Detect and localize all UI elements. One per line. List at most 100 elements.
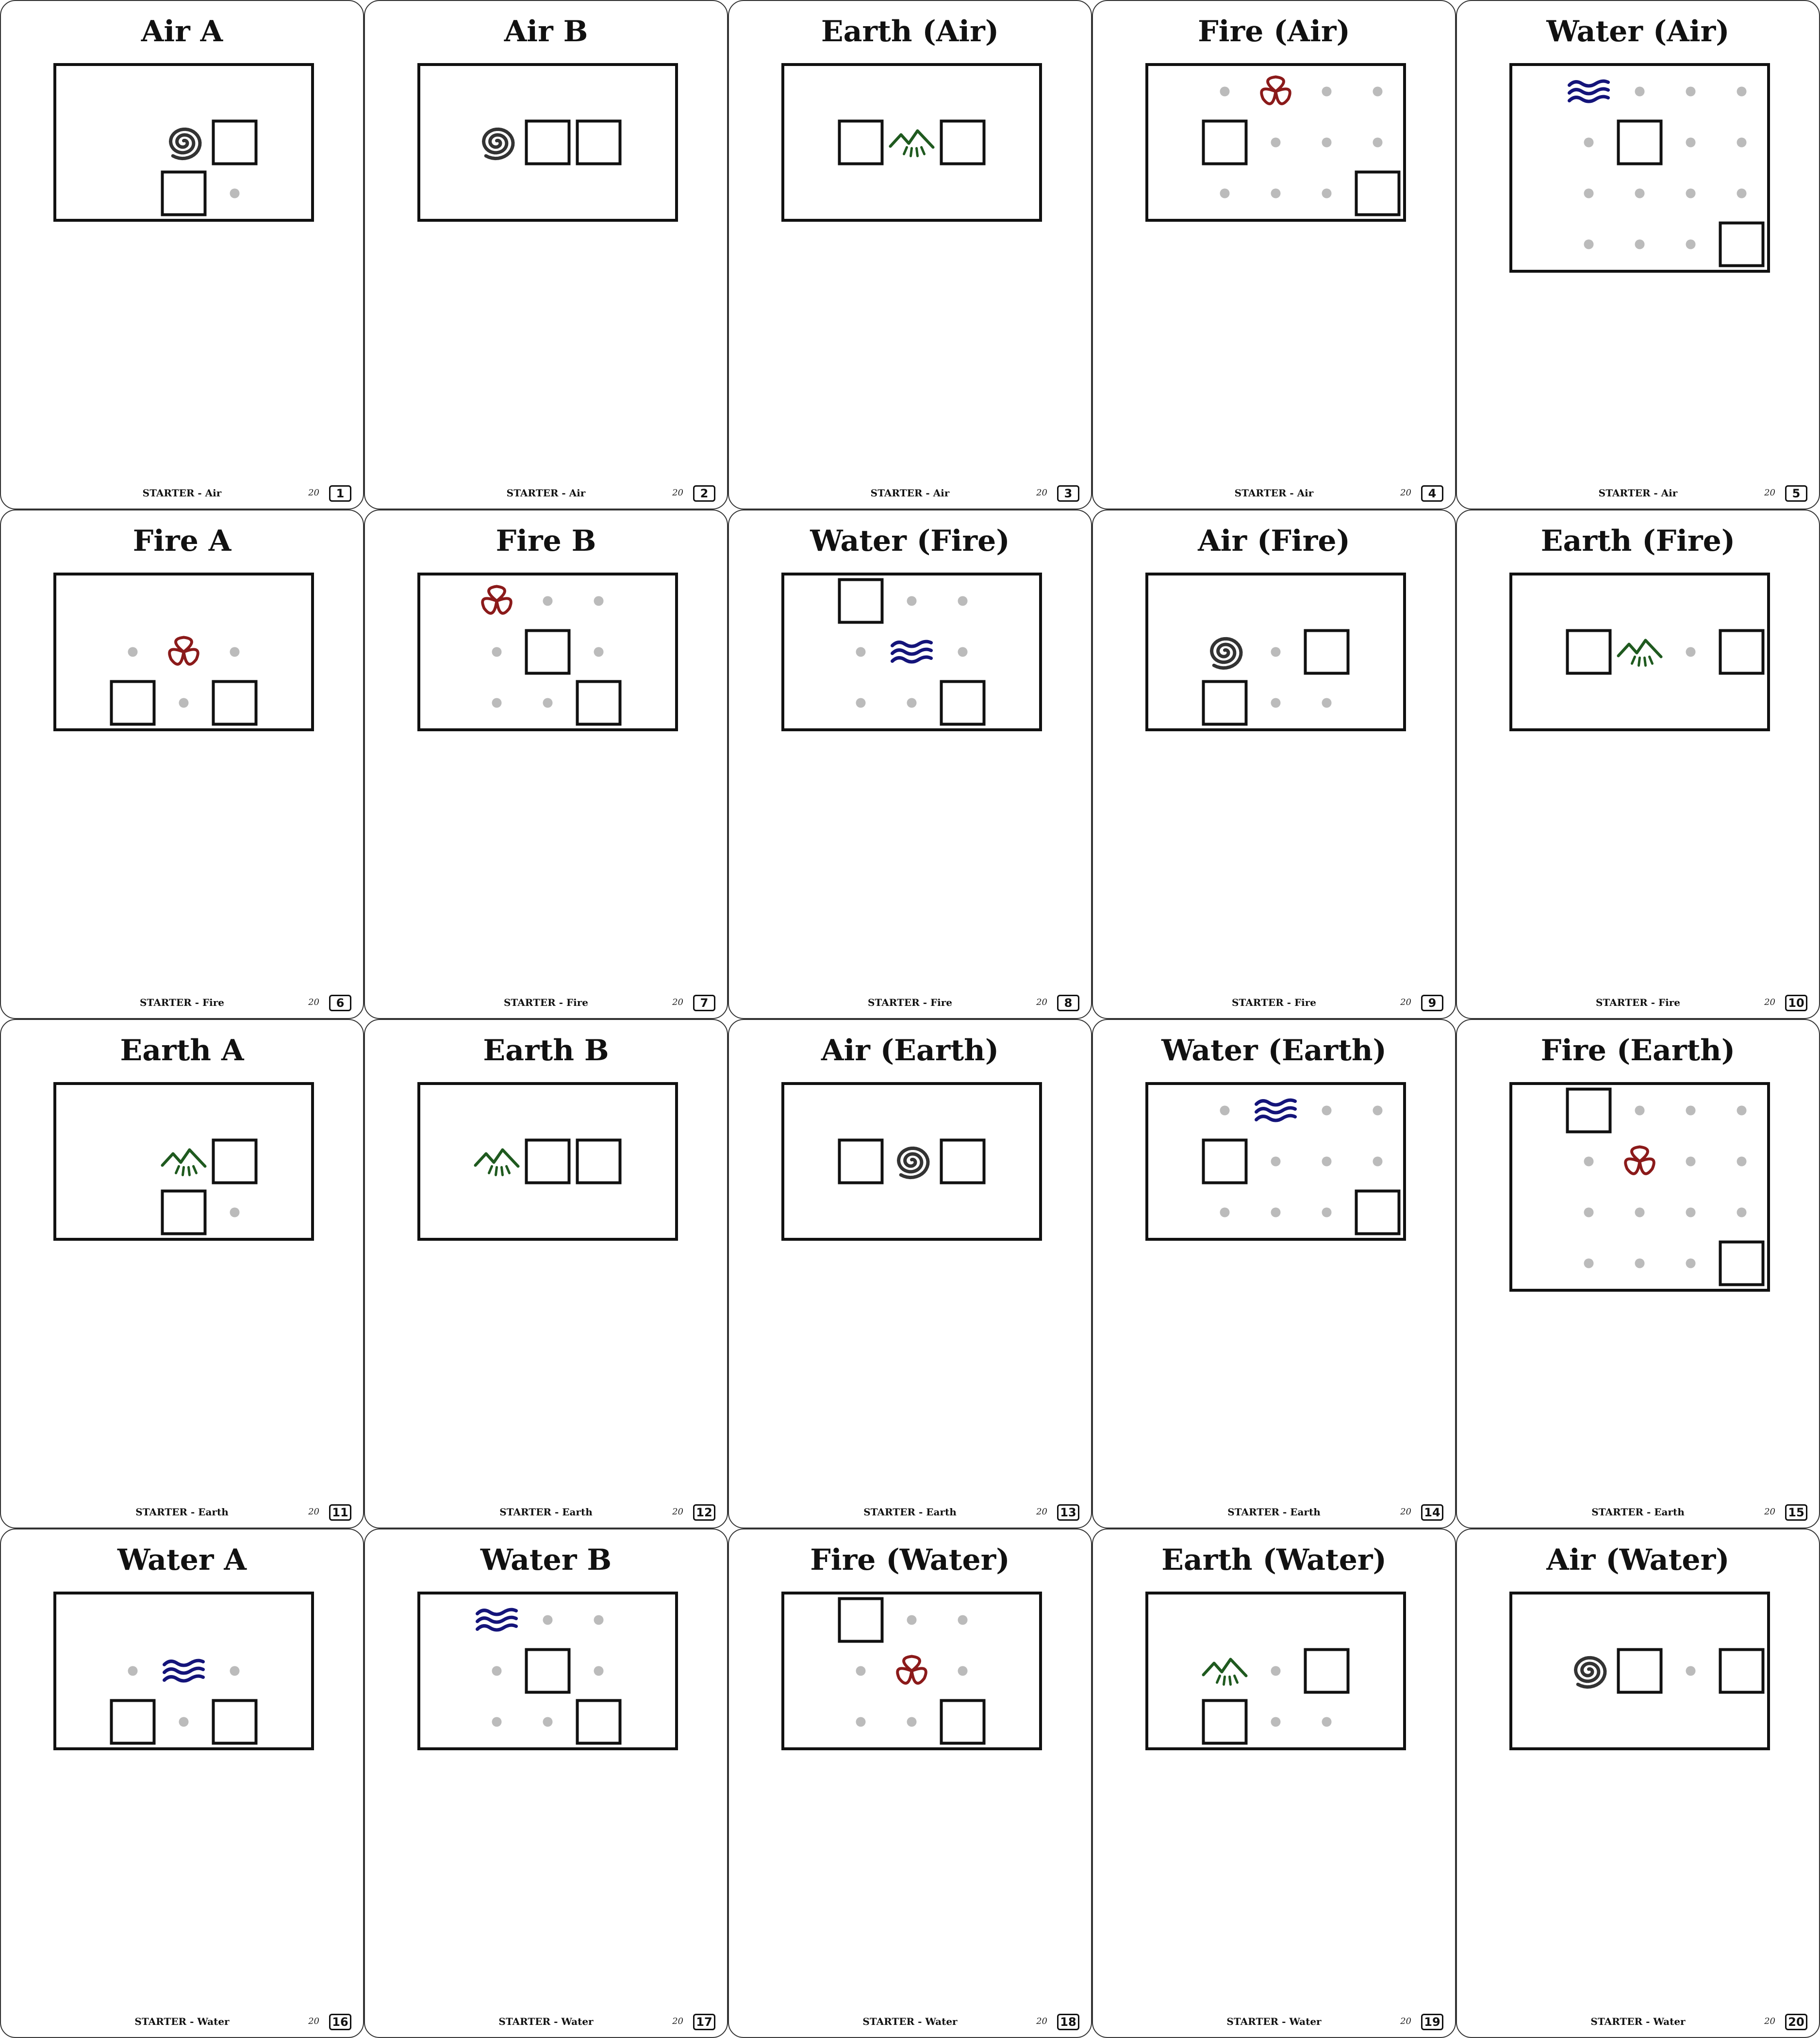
empty-dot: [230, 647, 240, 657]
empty-dot: [1686, 188, 1696, 198]
empty-dot: [1220, 1207, 1230, 1217]
pattern-board: [417, 573, 678, 731]
card-category: STARTER - Air: [1598, 487, 1678, 499]
card-12[interactable]: Earth B STARTER - Earth 20 12: [364, 1019, 728, 1528]
pattern-board: [781, 63, 1042, 222]
empty-dot: [1686, 1258, 1696, 1268]
empty-dot: [958, 596, 968, 606]
empty-dot: [1635, 188, 1645, 198]
empty-dot: [1686, 647, 1696, 657]
placement-square: [1566, 629, 1612, 675]
placement-square: [1355, 170, 1401, 216]
placement-square: [525, 1138, 571, 1184]
card-1[interactable]: Air A STARTER - Air 20 1: [0, 0, 364, 510]
card-total: 20: [1036, 997, 1047, 1007]
empty-dot: [1737, 137, 1747, 148]
card-13[interactable]: Air (Earth) STARTER - Earth 20 13: [728, 1019, 1092, 1528]
card-title: Air (Earth): [821, 1034, 999, 1068]
card-title: Earth (Water): [1161, 1543, 1387, 1577]
placement-square: [1202, 119, 1248, 165]
water-icon: [476, 1608, 518, 1632]
card-10[interactable]: Earth (Fire) STARTER - Fire 20 10: [1456, 510, 1820, 1019]
empty-dot: [1322, 188, 1332, 198]
card-6[interactable]: Fire A STARTER - Fire 20 6: [0, 510, 364, 1019]
card-category: STARTER - Earth: [863, 1506, 957, 1518]
placement-square: [940, 680, 986, 726]
empty-dot: [1271, 698, 1281, 708]
card-title: Water (Air): [1546, 15, 1730, 49]
placement-square: [838, 1138, 884, 1184]
card-total: 20: [1764, 997, 1775, 1007]
empty-dot: [1271, 1156, 1281, 1167]
placement-square: [161, 1189, 207, 1235]
empty-dot: [1584, 188, 1594, 198]
empty-dot: [1322, 1717, 1332, 1727]
empty-dot: [128, 1666, 138, 1676]
card-total: 20: [1400, 1507, 1411, 1517]
card-number-badge: 4: [1421, 485, 1443, 502]
card-5[interactable]: Water (Air) STARTER - Air 20 5: [1456, 0, 1820, 510]
placement-square: [212, 119, 258, 165]
fire-icon: [1624, 1145, 1655, 1175]
card-number-badge: 16: [329, 2014, 351, 2030]
card-category: STARTER - Earth: [499, 1506, 593, 1518]
pattern-board: [781, 1082, 1042, 1241]
empty-dot: [1737, 1156, 1747, 1167]
placement-square: [576, 119, 622, 165]
placement-square: [1355, 1189, 1401, 1235]
empty-dot: [1686, 1156, 1696, 1167]
card-14[interactable]: Water (Earth) STARTER - Earth 20 14: [1092, 1019, 1456, 1528]
empty-dot: [1271, 137, 1281, 148]
card-total: 20: [1764, 1507, 1775, 1517]
card-number-badge: 18: [1057, 2014, 1079, 2030]
pattern-board: [781, 573, 1042, 731]
card-category: STARTER - Fire: [1595, 997, 1681, 1008]
empty-dot: [492, 1717, 502, 1727]
water-icon: [1255, 1098, 1297, 1122]
card-title: Air (Water): [1546, 1543, 1730, 1577]
card-7[interactable]: Fire B STARTER - Fire 20 7: [364, 510, 728, 1019]
card-category: STARTER - Earth: [1227, 1506, 1321, 1518]
placement-square: [1719, 221, 1765, 267]
card-total: 20: [672, 997, 683, 1007]
card-number-badge: 13: [1057, 1504, 1079, 1521]
placement-square: [838, 578, 884, 624]
card-3[interactable]: Earth (Air) STARTER - Air 20 3: [728, 0, 1092, 510]
empty-dot: [856, 1666, 866, 1676]
card-11[interactable]: Earth A STARTER - Earth 20 11: [0, 1019, 364, 1528]
card-19[interactable]: Earth (Water) STARTER - Water 20 19: [1092, 1528, 1456, 2038]
placement-square: [940, 1138, 986, 1184]
card-title: Earth (Fire): [1540, 524, 1736, 558]
empty-dot: [492, 647, 502, 657]
card-category: STARTER - Water: [1226, 2016, 1322, 2027]
card-number-badge: 17: [693, 2014, 715, 2030]
card-18[interactable]: Fire (Water) STARTER - Water 20 18: [728, 1528, 1092, 2038]
empty-dot: [1584, 239, 1594, 249]
card-total: 20: [1764, 2016, 1775, 2026]
card-9[interactable]: Air (Fire) STARTER - Fire 20 9: [1092, 510, 1456, 1019]
card-17[interactable]: Water B STARTER - Water 20 17: [364, 1528, 728, 2038]
card-15[interactable]: Fire (Earth) STARTER - Earth 20 15: [1456, 1019, 1820, 1528]
placement-square: [940, 1699, 986, 1745]
card-20[interactable]: Air (Water) STARTER - Water 20 20: [1456, 1528, 1820, 2038]
empty-dot: [179, 698, 189, 708]
empty-dot: [230, 1666, 240, 1676]
card-8[interactable]: Water (Fire) STARTER - Fire 20 8: [728, 510, 1092, 1019]
card-number-badge: 7: [693, 995, 715, 1011]
card-title: Fire A: [132, 524, 232, 558]
card-category: STARTER - Fire: [503, 997, 589, 1008]
air-icon: [168, 127, 202, 161]
empty-dot: [1271, 647, 1281, 657]
empty-dot: [1686, 239, 1696, 249]
empty-dot: [1635, 239, 1645, 249]
empty-dot: [543, 1615, 553, 1625]
empty-dot: [907, 596, 917, 606]
card-2[interactable]: Air B STARTER - Air 20 2: [364, 0, 728, 510]
empty-dot: [1635, 1105, 1645, 1116]
pattern-board: [53, 573, 314, 731]
card-4[interactable]: Fire (Air) STARTER - Air 20 4: [1092, 0, 1456, 510]
earth-icon: [1617, 639, 1663, 667]
card-16[interactable]: Water A STARTER - Water 20 16: [0, 1528, 364, 2038]
empty-dot: [543, 596, 553, 606]
